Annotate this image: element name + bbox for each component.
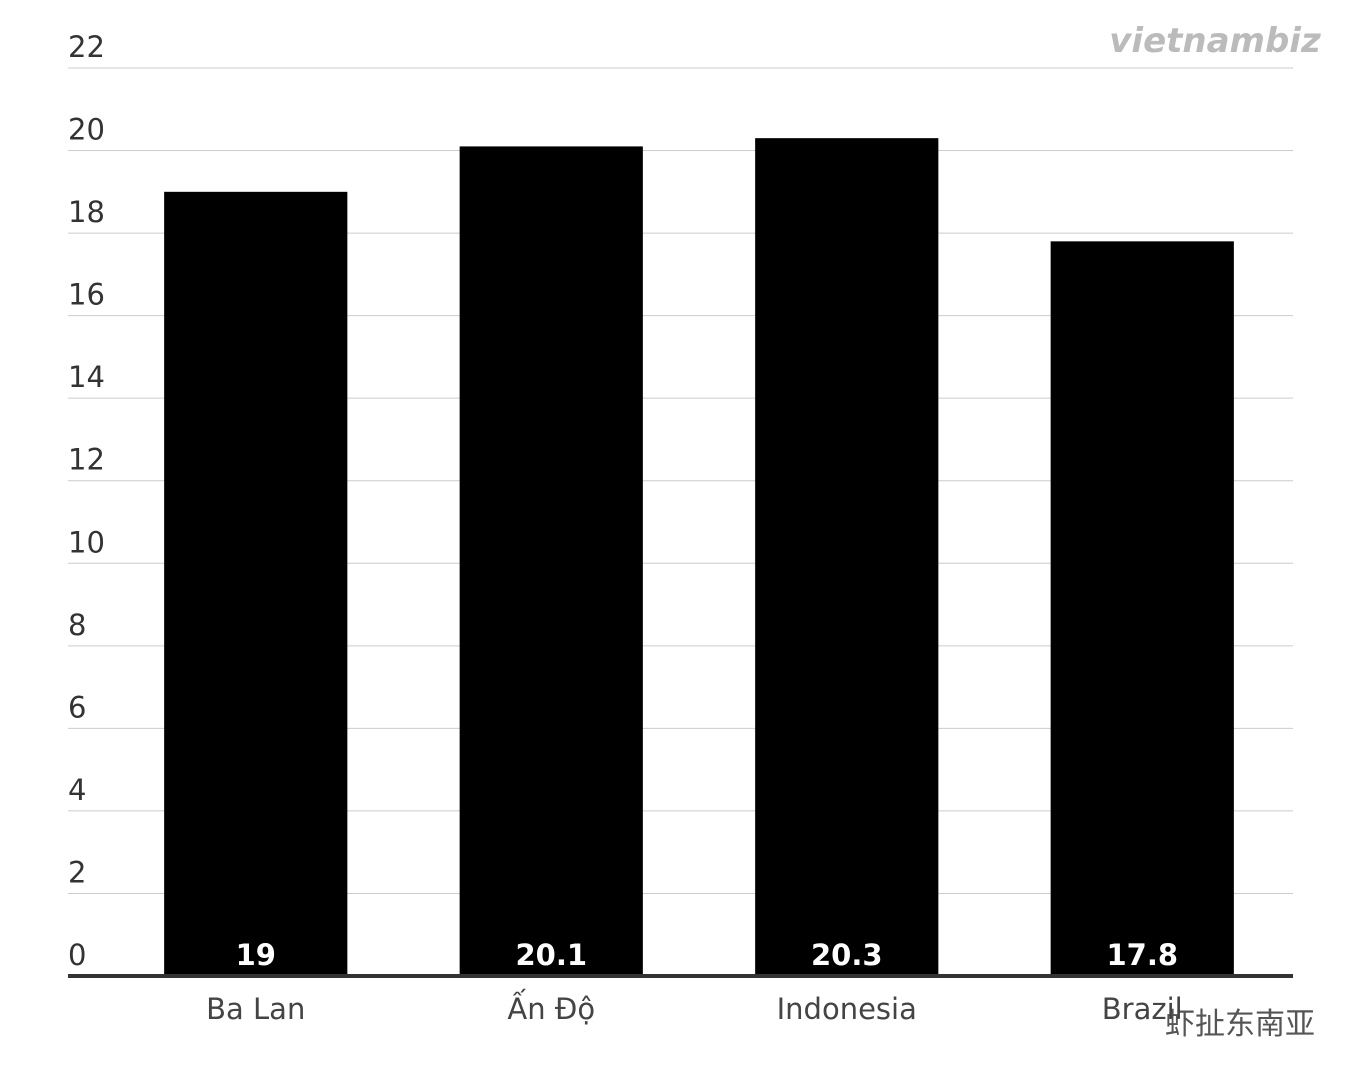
data-label: 20.3 [811, 938, 883, 972]
y-tick-label: 14 [68, 360, 105, 394]
bar [1050, 241, 1234, 974]
y-tick-label: 0 [68, 938, 86, 972]
bar [459, 146, 643, 974]
y-tick-label: 12 [68, 443, 105, 477]
x-tick-label: Ba Lan [206, 992, 305, 1026]
y-tick-label: 8 [68, 608, 86, 642]
y-tick-label: 18 [68, 195, 105, 229]
y-tick-label: 4 [68, 773, 86, 807]
y-tick-label: 10 [68, 525, 105, 559]
x-tick-label: Indonesia [777, 992, 917, 1026]
data-label: 17.8 [1106, 938, 1178, 972]
y-tick-label: 16 [68, 278, 105, 312]
y-tick-label: 22 [68, 30, 105, 64]
bar [755, 138, 939, 974]
data-label: 19 [236, 938, 276, 972]
y-tick-label: 2 [68, 855, 86, 889]
y-tick-label: 6 [68, 690, 86, 724]
watermark-logo: vietnambiz [1109, 21, 1321, 61]
y-tick-label: 20 [68, 113, 105, 147]
watermark-text: 虾扯东南亚 [1165, 1007, 1315, 1042]
x-tick-label: Brazil [1102, 992, 1183, 1026]
x-tick-label: Ấn Độ [507, 989, 595, 1026]
bar [164, 191, 348, 974]
data-label: 20.1 [515, 938, 587, 972]
